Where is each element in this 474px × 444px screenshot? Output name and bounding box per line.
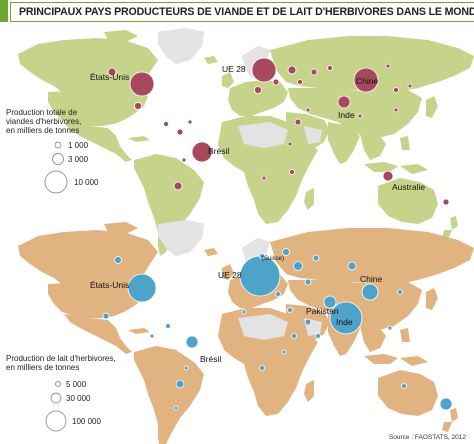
milk-legend: Production de lait d'herbivores, en mill… bbox=[6, 354, 116, 432]
label-brazil-meat: Brésil bbox=[208, 146, 229, 156]
bubble-australia bbox=[382, 170, 394, 182]
bubble-china bbox=[353, 67, 379, 93]
label-eu-milk: UE 28 bbox=[218, 270, 242, 280]
milk-legend-label-large: 100 000 bbox=[72, 417, 101, 426]
meat-legend: Production totale de viandes d'herbivore… bbox=[6, 108, 99, 194]
bubble-eu bbox=[251, 57, 277, 83]
source-note: Source : FAOSTATS, 2012 bbox=[388, 434, 466, 441]
meat-bubbles bbox=[107, 57, 450, 206]
label-india-meat: Inde bbox=[338, 110, 355, 120]
bubble-china-milk bbox=[361, 283, 379, 301]
label-china-meat: Chine bbox=[356, 76, 378, 86]
bubble-india bbox=[337, 95, 351, 109]
meat-legend-label-small: 1 000 bbox=[68, 141, 89, 150]
page-title: PRINCIPAUX PAYS PRODUCTEURS DE VIANDE ET… bbox=[19, 6, 474, 18]
label-usa-meat: États-Unis bbox=[90, 72, 129, 82]
meat-legend-title-2: viandes d'herbivores, bbox=[6, 117, 81, 126]
bubble-pakistan-milk bbox=[323, 295, 337, 309]
title-bar: PRINCIPAUX PAYS PRODUCTEURS DE VIANDE ET… bbox=[0, 0, 474, 22]
meat-legend-circle-medium bbox=[52, 153, 64, 165]
meat-map bbox=[18, 28, 474, 256]
bubble-switzerland-milk bbox=[259, 253, 265, 259]
bubble-usa-milk bbox=[127, 273, 157, 303]
bubble-brazil bbox=[191, 141, 213, 163]
label-brazil-milk: Brésil bbox=[200, 354, 221, 364]
bubble-eu-milk bbox=[239, 255, 281, 297]
milk-legend-label-small: 5 000 bbox=[66, 380, 87, 389]
meat-legend-circle-large bbox=[44, 170, 68, 194]
bubble-usa bbox=[129, 71, 155, 97]
meat-legend-title-1: Production totale de bbox=[6, 108, 78, 117]
label-switzerland-milk: (Suisse) bbox=[262, 256, 284, 262]
milk-legend-label-medium: 30 000 bbox=[66, 394, 91, 403]
meat-legend-label-large: 10 000 bbox=[74, 178, 99, 187]
label-usa-milk: États-Unis bbox=[90, 280, 129, 290]
milk-bubbles bbox=[102, 248, 453, 411]
milk-legend-title-2: en milliers de tonnes bbox=[6, 363, 79, 372]
label-china-milk: Chine bbox=[360, 274, 382, 284]
meat-legend-circle-small bbox=[54, 141, 62, 149]
milk-legend-circle-medium bbox=[50, 392, 62, 404]
label-india-milk: Inde bbox=[336, 317, 353, 327]
label-pakistan-milk: Pakistan bbox=[306, 306, 339, 316]
title-box: PRINCIPAUX PAYS PRODUCTEURS DE VIANDE ET… bbox=[10, 2, 474, 22]
bubble-india-milk bbox=[329, 301, 363, 335]
milk-map bbox=[18, 220, 474, 444]
label-australia-meat: Australie bbox=[392, 182, 425, 192]
title-accent bbox=[0, 0, 8, 22]
milk-legend-circle-large bbox=[45, 410, 67, 432]
milk-legend-title-1: Production de lait d'herbivores, bbox=[6, 354, 116, 363]
meat-legend-label-medium: 3 000 bbox=[68, 155, 89, 164]
bubble-brazil-milk bbox=[185, 335, 199, 349]
label-eu-meat: UE 28 bbox=[222, 64, 246, 74]
milk-legend-circle-small bbox=[55, 381, 61, 387]
meat-legend-title-3: en milliers de tonnes bbox=[6, 126, 79, 135]
